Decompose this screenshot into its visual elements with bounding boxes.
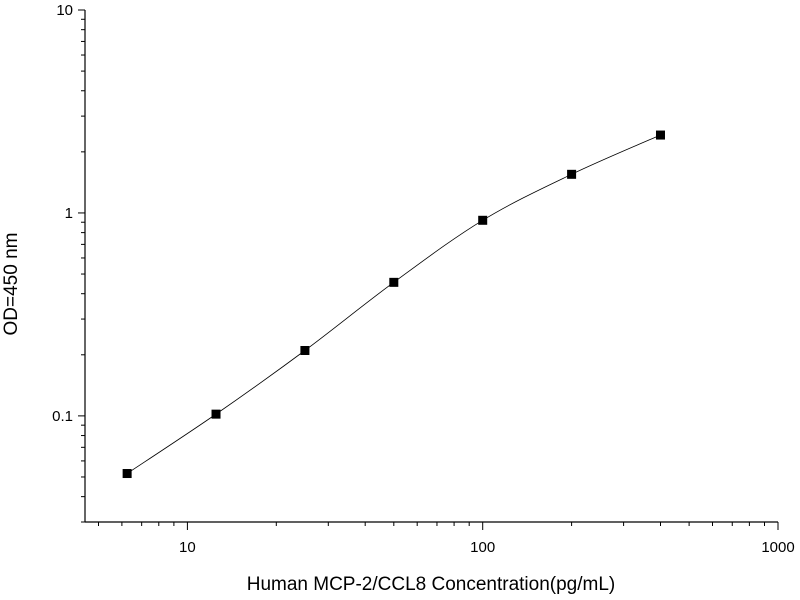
x-axis-ticks xyxy=(98,522,779,530)
y-tick-label: 10 xyxy=(56,2,73,19)
plot-frame xyxy=(84,10,778,523)
series-line xyxy=(126,134,661,474)
data-point-marker xyxy=(567,169,577,179)
x-tick-label: 100 xyxy=(470,539,495,556)
y-axis-tick-labels: 0.1 1 10 xyxy=(52,2,73,425)
y-tick-label: 1 xyxy=(65,205,73,222)
y-tick-label: 0.1 xyxy=(52,408,73,425)
y-axis-title: OD=450 nm xyxy=(1,233,22,336)
data-point-marker xyxy=(655,130,665,140)
x-tick-label: 10 xyxy=(179,539,196,556)
data-point-marker xyxy=(478,215,488,225)
data-point-marker xyxy=(211,409,221,419)
x-axis-title: Human MCP-2/CCL8 Concentration(pg/mL) xyxy=(247,574,616,595)
y-axis-ticks xyxy=(78,9,85,523)
series-group xyxy=(122,130,665,479)
data-point-marker xyxy=(389,277,399,287)
data-point-marker xyxy=(122,469,132,479)
x-tick-label: 1000 xyxy=(761,539,794,556)
x-axis-tick-labels: 10 100 1000 xyxy=(179,539,795,556)
data-point-marker xyxy=(300,345,310,355)
